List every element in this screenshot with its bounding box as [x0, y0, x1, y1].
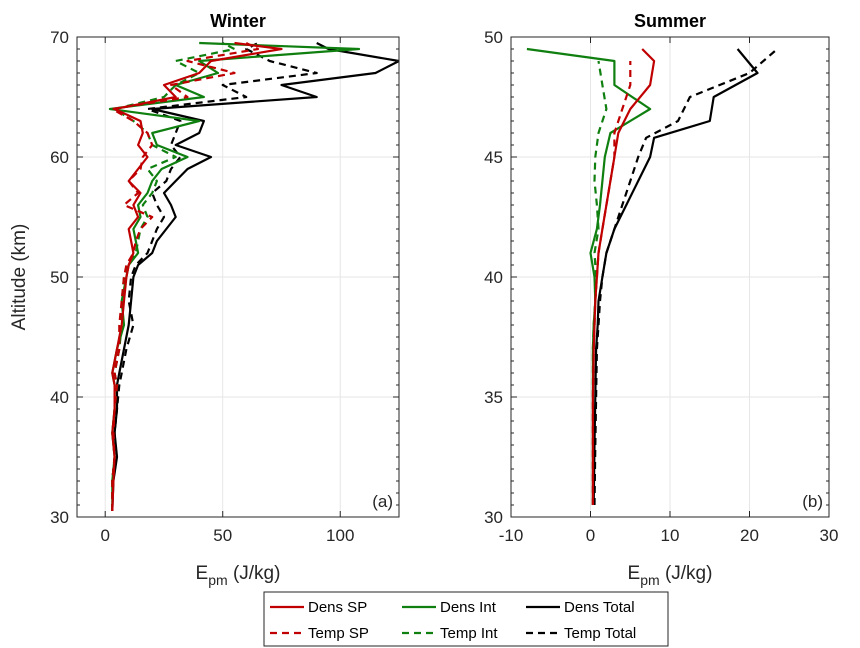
summer-x-axis-title: Epm (J/kg) [628, 563, 713, 588]
summer-y-tick-label-1: 35 [484, 388, 503, 407]
winter-x-axis-unit: (J/kg) [228, 563, 281, 584]
summer-x-axis-subscript: pm [640, 572, 659, 588]
winter-x-tick-label-1: 50 [213, 526, 232, 545]
winter-title: Winter [210, 11, 266, 31]
legend-label-temp-sp: Temp SP [308, 625, 369, 642]
summer-x-axis-unit: (J/kg) [660, 563, 713, 584]
summer-series-temp-total [593, 48, 779, 506]
legend-label-dens-sp: Dens SP [308, 599, 367, 616]
legend-label-dens-total: Dens Total [564, 599, 635, 616]
summer-series-temp-sp [591, 61, 632, 505]
winter-panel: 0 50 100 30 40 50 60 70 Winter (a) Altitude (km… [9, 11, 400, 588]
winter-series-temp-sp [111, 42, 260, 511]
legend-box [263, 591, 669, 647]
winter-y-tick-label-3: 60 [50, 148, 69, 167]
summer-y-tick-label-0: 30 [484, 508, 503, 527]
legend-label-temp-total: Temp Total [564, 625, 636, 642]
winter-y-tick-label-1: 40 [50, 388, 69, 407]
summer-panel-label: (b) [802, 492, 823, 511]
winter-y-axis-title: Altitude (km) [9, 224, 30, 331]
winter-y-tick-label-4: 70 [50, 28, 69, 47]
winter-y-tick-label-0: 30 [50, 508, 69, 527]
winter-panel-label: (a) [372, 492, 393, 511]
summer-series [526, 47, 779, 506]
summer-ticks: -10 0 10 20 30 30 35 40 45 50 [484, 28, 838, 545]
winter-x-axis-subscript: pm [208, 572, 227, 588]
winter-x-tick-label-0: 0 [100, 526, 109, 545]
summer-title: Summer [634, 11, 706, 31]
legend-label-dens-int: Dens Int [440, 599, 497, 616]
winter-series [108, 41, 399, 512]
winter-series-temp-total [111, 42, 318, 511]
winter-ticks: 0 50 100 30 40 50 60 70 [50, 28, 399, 545]
legend: Dens SP Dens Int Dens Total Temp SP Temp Int… [263, 591, 669, 647]
summer-panel: -10 0 10 20 30 30 35 40 45 50 Summer (b) Epm (J/k… [484, 11, 838, 588]
winter-y-tick-label-2: 50 [50, 268, 69, 287]
winter-x-tick-label-2: 100 [326, 526, 354, 545]
summer-x-tick-label-2: 10 [661, 526, 680, 545]
summer-x-tick-label-4: 30 [820, 526, 839, 545]
summer-x-axis-base: E [628, 563, 641, 584]
summer-y-tick-label-4: 50 [484, 28, 503, 47]
summer-y-tick-label-2: 40 [484, 268, 503, 287]
winter-series-dens-sp [111, 41, 283, 512]
summer-x-tick-label-0: -10 [499, 526, 524, 545]
legend-label-temp-int: Temp Int [440, 625, 498, 642]
summer-x-tick-label-3: 20 [740, 526, 759, 545]
legend-items: Dens SP Dens Int Dens Total Temp SP Temp Int… [270, 599, 636, 642]
winter-x-axis-base: E [196, 563, 209, 584]
summer-x-tick-label-1: 0 [586, 526, 595, 545]
summer-y-tick-label-3: 45 [484, 148, 503, 167]
winter-x-axis-title: Epm (J/kg) [196, 563, 281, 588]
